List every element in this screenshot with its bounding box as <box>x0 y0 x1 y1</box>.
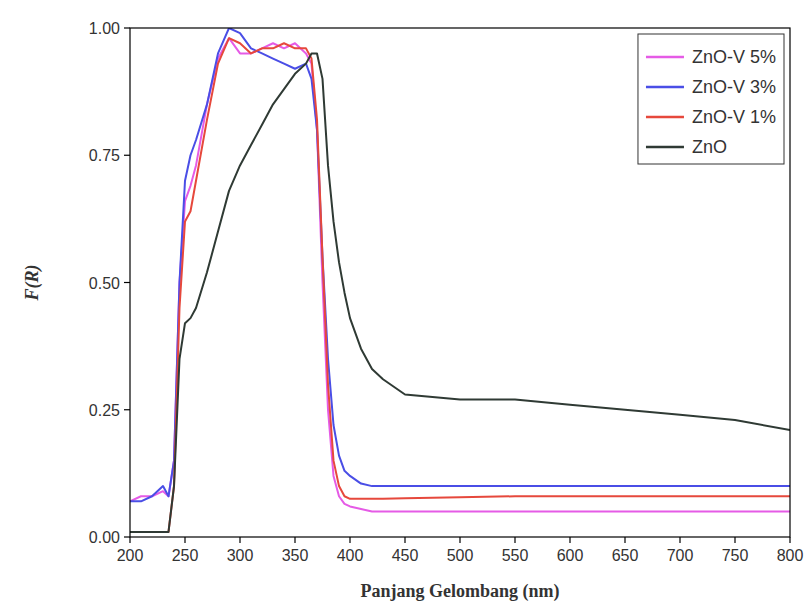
x-tick-label: 800 <box>777 547 804 564</box>
y-tick-label: 0.00 <box>89 529 120 546</box>
x-tick-label: 550 <box>502 547 529 564</box>
plot-frame <box>130 28 790 537</box>
x-tick <box>679 537 680 543</box>
x-tick <box>514 537 515 543</box>
legend-label: ZnO-V 1% <box>692 107 776 127</box>
y-axis-title: F(R) <box>22 265 43 302</box>
x-tick <box>569 537 570 543</box>
x-tick-label: 750 <box>722 547 749 564</box>
x-tick <box>459 537 460 543</box>
legend-label: ZnO-V 3% <box>692 77 776 97</box>
y-tick-label: 0.25 <box>89 402 120 419</box>
legend-swatch <box>646 116 684 119</box>
x-axis-title: Panjang Gelombang (nm) <box>360 581 559 602</box>
x-tick <box>404 537 405 543</box>
series-line <box>130 53 790 531</box>
x-tick-label: 500 <box>447 547 474 564</box>
legend-box <box>638 34 784 164</box>
series-line <box>130 38 790 532</box>
x-tick-label: 700 <box>667 547 694 564</box>
legend-label: ZnO <box>692 137 727 157</box>
legend: ZnO-V 5% ZnO-V 3% ZnO-V 1% ZnO <box>638 34 784 164</box>
legend-swatch <box>646 56 684 59</box>
x-tick-label: 650 <box>612 547 639 564</box>
y-tick-label: 0.75 <box>89 147 120 164</box>
series-line <box>130 28 790 501</box>
x-tick <box>734 537 735 543</box>
x-tick <box>239 537 240 543</box>
x-tick <box>789 537 790 543</box>
x-tick-label: 200 <box>117 547 144 564</box>
legend-swatch <box>646 86 684 89</box>
x-tick <box>624 537 625 543</box>
legend-label: ZnO-V 5% <box>692 47 776 67</box>
y-tick <box>124 282 130 283</box>
y-tick <box>124 155 130 156</box>
legend-swatch <box>646 146 684 149</box>
y-tick <box>124 409 130 410</box>
x-tick-label: 450 <box>392 547 419 564</box>
series-group <box>130 28 790 532</box>
x-tick <box>294 537 295 543</box>
x-tick <box>129 537 130 543</box>
y-tick-label: 1.00 <box>89 20 120 37</box>
x-tick-label: 400 <box>337 547 364 564</box>
series-line <box>130 38 790 511</box>
y-tick <box>124 536 130 537</box>
x-tick-label: 350 <box>282 547 309 564</box>
x-tick-label: 250 <box>172 547 199 564</box>
x-tick-label: 300 <box>227 547 254 564</box>
x-tick-label: 600 <box>557 547 584 564</box>
y-tick <box>124 27 130 28</box>
y-tick-label: 0.50 <box>89 275 120 292</box>
x-tick <box>349 537 350 543</box>
chart: 200 250 300 350 400 450 500 550 600 650 700 750 800 0… <box>0 0 810 615</box>
x-tick <box>184 537 185 543</box>
